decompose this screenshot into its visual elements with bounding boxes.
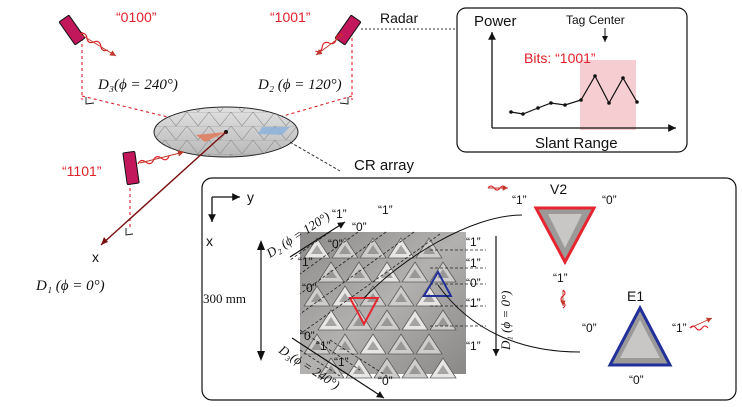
corner-reflector-cavity [381,365,393,374]
corner-reflector-cavity [353,317,365,326]
power-trace [510,74,638,115]
cr-left-bit: “1” [298,255,313,269]
x-axis-label: x [92,249,99,265]
corner-reflector-cavity [409,365,421,374]
e1-right-wave-icon [689,325,709,331]
corner-reflector-cavity [395,245,407,254]
radar-1001-icon [334,14,362,46]
v2-left-bit: “1” [512,193,527,207]
radar-label: Radar [380,10,418,26]
tag-red-sector [196,132,226,142]
radar-device-0100: “0100” [58,9,157,57]
corner-reflector-cavity [325,269,337,278]
e1-name: E1 [627,288,644,304]
corner-reflector-cavity [409,269,421,278]
cr-y-label: y [247,189,254,205]
cr-d1-bit: “1” [466,235,481,249]
radar-device-1001: “1001” [270,9,362,56]
corner-reflector-cavity [325,317,337,326]
disk-to-array-connector [289,141,341,172]
cr-d2-bit: “1” [332,207,347,221]
corner-reflector-cavity [339,341,351,350]
d1-label: D₁ (ϕ = 0°) [35,278,105,294]
corner-reflector-cavity [437,317,449,326]
e1-inner-facet [620,320,660,358]
power-trace-points [509,74,639,116]
cr-left-bit: “0” [302,281,317,295]
corner-reflector-cavity [311,341,323,350]
tag-blue-sector [258,127,290,135]
cr-bit-labels: “1” “1” “0” “0” “1” “1” “0” “1” “1” “1” … [298,203,481,388]
v2-element: V2 “1” “0” “1” [487,181,617,309]
e1-left-bit: “0” [582,321,597,335]
v2-bottom-bit: “1” [553,271,568,285]
cr-guide-lines [289,231,486,379]
cr-d1-bit: “1” [466,339,481,353]
cr-array-photo [300,232,466,379]
e1-bottom-bit: “0” [629,373,644,387]
cr-d3-bit: “1” [334,355,349,369]
d2-label: D₂ (ϕ = 120°) [257,77,342,93]
radar-1101-icon [122,150,140,186]
cr-axes: y x [206,189,254,249]
cr-d3-bit: “0” [378,374,393,388]
right-angle-markers [85,97,349,236]
corner-reflector-cavity [353,269,365,278]
corner-reflector-cavity [395,293,407,302]
cr-d3-bit: “1” [316,339,331,353]
corner-reflector-cavity [339,245,351,254]
corner-reflector-cavity [381,269,393,278]
corner-reflector-cavity [311,245,323,254]
corner-reflector-cavity [367,245,379,254]
inset-xlabel: Slant Range [535,135,618,152]
corner-reflector-cavity [395,341,407,350]
cr-d1-bit: “1” [466,296,481,310]
tag-center-annotation: Tag Center [566,13,625,27]
cr-d2-arrow [289,221,346,258]
corner-reflector-cavity [423,293,435,302]
x-axis-line [100,131,227,246]
corner-reflector-cavity [367,341,379,350]
cr-d3-arrow [291,337,385,399]
corner-reflector-cavity [409,317,421,326]
inset-plot: Power Slant Range Tag Center Bits: “1001… [456,7,688,153]
cr-d2-bit: “0” [352,220,367,234]
corner-reflector-cavity [423,341,435,350]
cr-d3-bit: “0” [300,329,315,343]
corner-reflector-cavity [437,365,449,374]
e1-connector [437,284,581,353]
e1-element: E1 “0” “1” “0” [582,288,713,387]
radar-0100-bits: “0100” [116,9,157,25]
x-axis-arrowhead [101,237,108,245]
radar-1001-bits: “1001” [270,9,311,25]
inset-ylabel: Power [474,13,517,30]
cr-d1-label: D₁ (ϕ = 0°) [498,290,513,351]
cr-d2-bit: “1” [378,203,393,217]
cr-d1-bit: “0” [466,276,481,290]
tag-highlight-region [580,60,636,130]
cr-d2-bit: “0” [328,237,343,251]
cr-d1-bit: “1” [466,256,481,270]
radar-1101-bits: “1101” [62,163,102,179]
size-label: 300 mm [203,291,246,306]
cr-array-title: CR array [354,157,415,174]
corner-reflector-cavity [339,293,351,302]
radar-0100-icon [58,14,86,46]
e1-right-bit: “1” [672,321,687,335]
cr-x-label: x [206,233,213,249]
v2-right-bit: “0” [602,193,617,207]
corner-reflector-cavity [423,245,435,254]
v2-name: V2 [550,181,567,197]
corner-reflector-grid [303,237,457,379]
inset-bits-label: Bits: “1001” [524,50,596,66]
radar-device-1101: “1101” [62,150,185,186]
corner-reflector-cavity [381,317,393,326]
v2-connector [363,214,523,299]
v2-inner-facet [548,214,582,248]
d3-label: D₃(ϕ = 240°) [97,77,178,93]
